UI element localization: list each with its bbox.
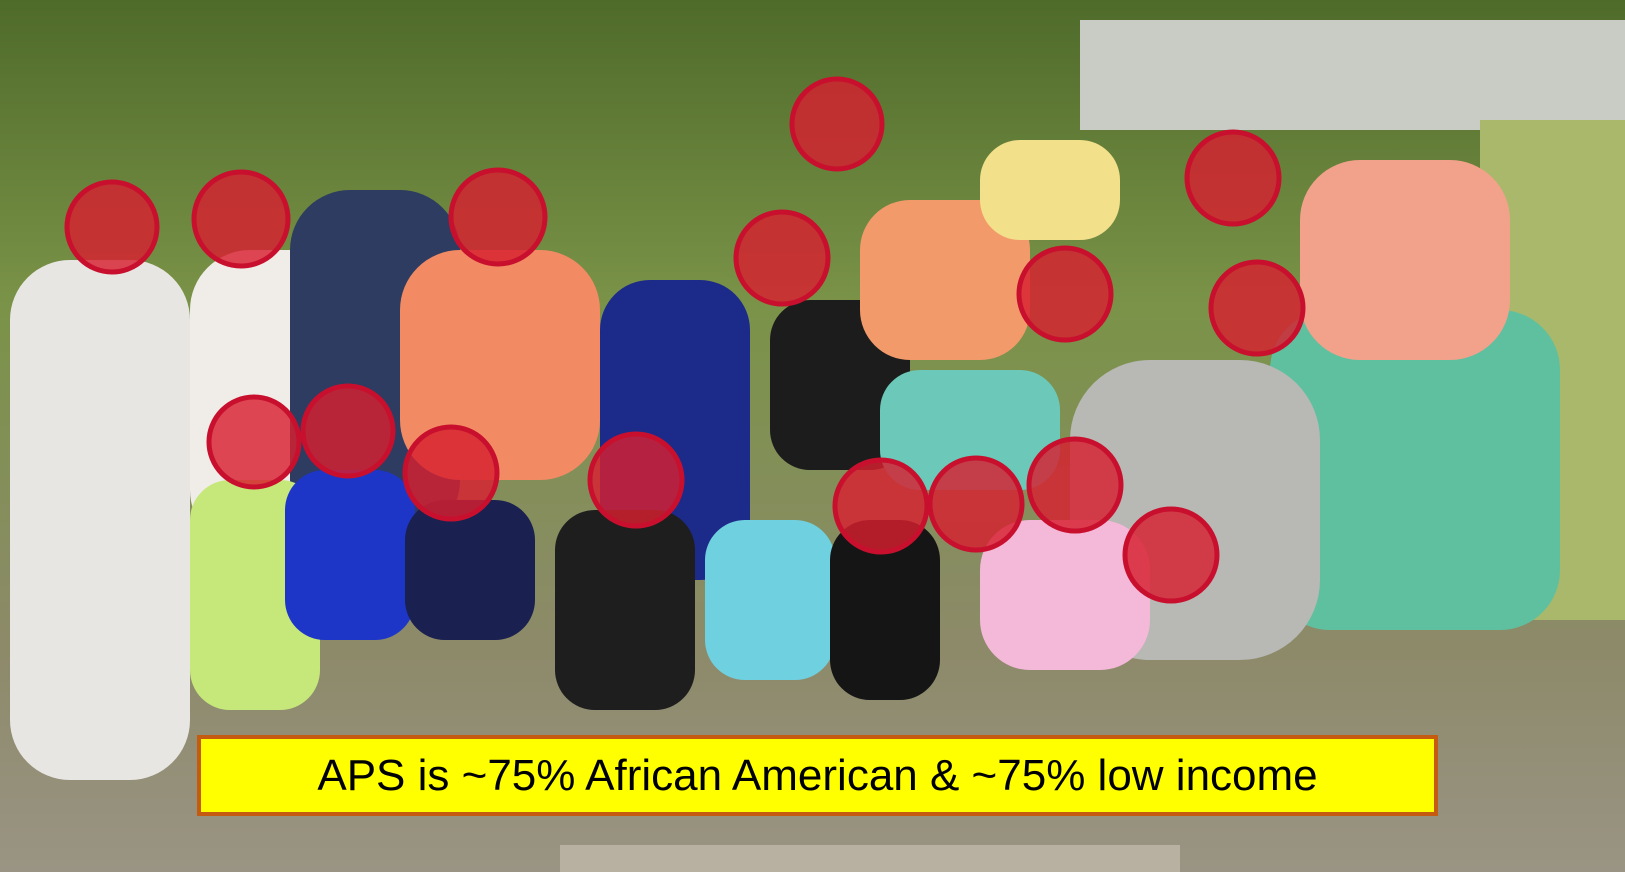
caption-text: APS is ~75% African American & ~75% low …: [317, 751, 1317, 801]
slide: APS is ~75% African American & ~75% low …: [0, 0, 1625, 872]
caption-box: APS is ~75% African American & ~75% low …: [197, 735, 1438, 816]
house: [1080, 20, 1625, 130]
